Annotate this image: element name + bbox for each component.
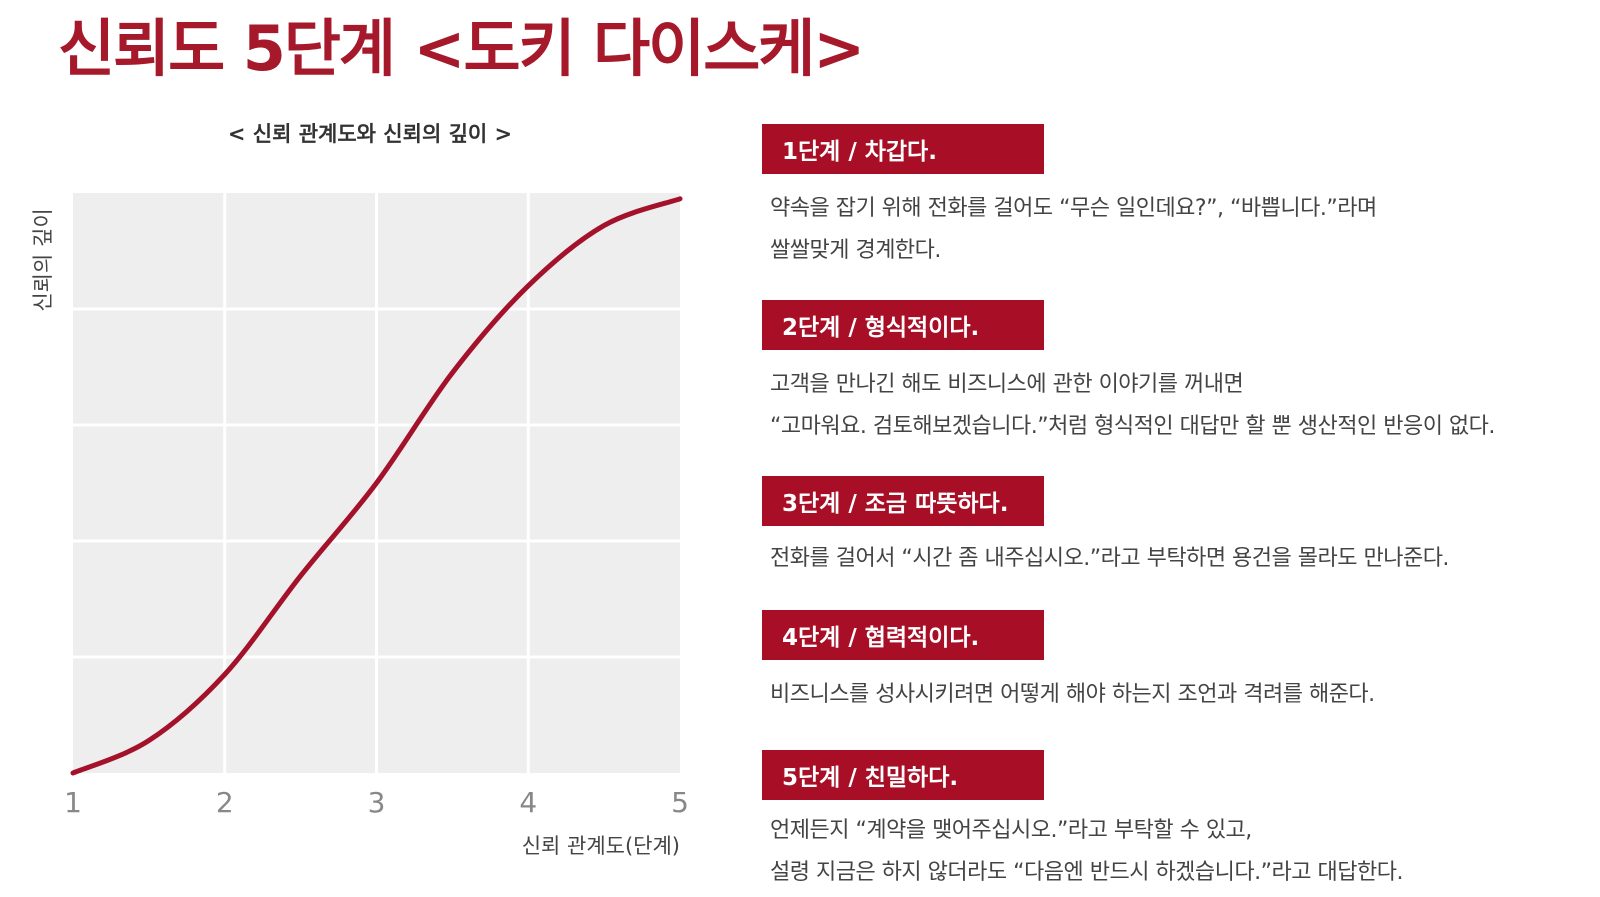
stage-2-header: 2단계 / 형식적이다.	[762, 300, 1044, 350]
stage-5-desc-line-1: 언제든지 “계약을 맺어주십시오.”라고 부탁할 수 있고,	[770, 818, 1252, 843]
x-axis-ticks: 1 2 3 4 5	[64, 786, 689, 819]
stage-3-header: 3단계 / 조금 따뜻하다.	[762, 476, 1044, 526]
y-axis-label: 신뢰의 깊이	[31, 208, 55, 311]
stage-4-desc-line-1: 비즈니스를 성사시키려면 어떻게 해야 하는지 조언과 격려를 해준다.	[770, 682, 1375, 707]
x-axis-label: 신뢰 관계도(단계)	[522, 834, 680, 858]
stage-1-desc-line-1: 약속을 잡기 위해 전화를 걸어도 “무슨 일인데요?”, “바쁩니다.”라며	[770, 196, 1377, 221]
x-tick-label: 4	[519, 786, 537, 819]
x-tick-label: 2	[216, 786, 234, 819]
stage-2-desc-line-2: “고마워요. 검토해보겠습니다.”처럼 형식적인 대답만 할 뿐 생산적인 반응…	[770, 414, 1495, 439]
stage-5-desc-line-2: 설령 지금은 하지 않더라도 “다음엔 반드시 하겠습니다.”라고 대답한다.	[770, 860, 1403, 885]
x-tick-label: 5	[671, 786, 689, 819]
stage-3-desc-line-1: 전화를 걸어서 “시간 좀 내주십시오.”라고 부탁하면 용건을 몰라도 만나준…	[770, 546, 1449, 571]
chart-title: < 신뢰 관계도와 신뢰의 깊이 >	[227, 122, 513, 146]
stage-1-header: 1단계 / 차갑다.	[762, 124, 1044, 174]
stage-4-header: 4단계 / 협력적이다.	[762, 610, 1044, 660]
page-title: 신뢰도 5단계 <도키 다이스케>	[58, 12, 865, 85]
stage-1-desc-line-2: 쌀쌀맞게 경계한다.	[770, 238, 941, 263]
x-tick-label: 1	[64, 786, 82, 819]
trust-curve-line	[70, 196, 683, 776]
s-curve-chart: 1 2 3 4 5 신뢰의 깊이 신뢰 관계도(단계)	[31, 193, 689, 858]
stage-2-desc-line-1: 고객을 만나긴 해도 비즈니스에 관한 이야기를 꺼내면	[770, 372, 1244, 397]
stage-5-header: 5단계 / 친밀하다.	[762, 750, 1044, 800]
x-tick-label: 3	[368, 786, 386, 819]
